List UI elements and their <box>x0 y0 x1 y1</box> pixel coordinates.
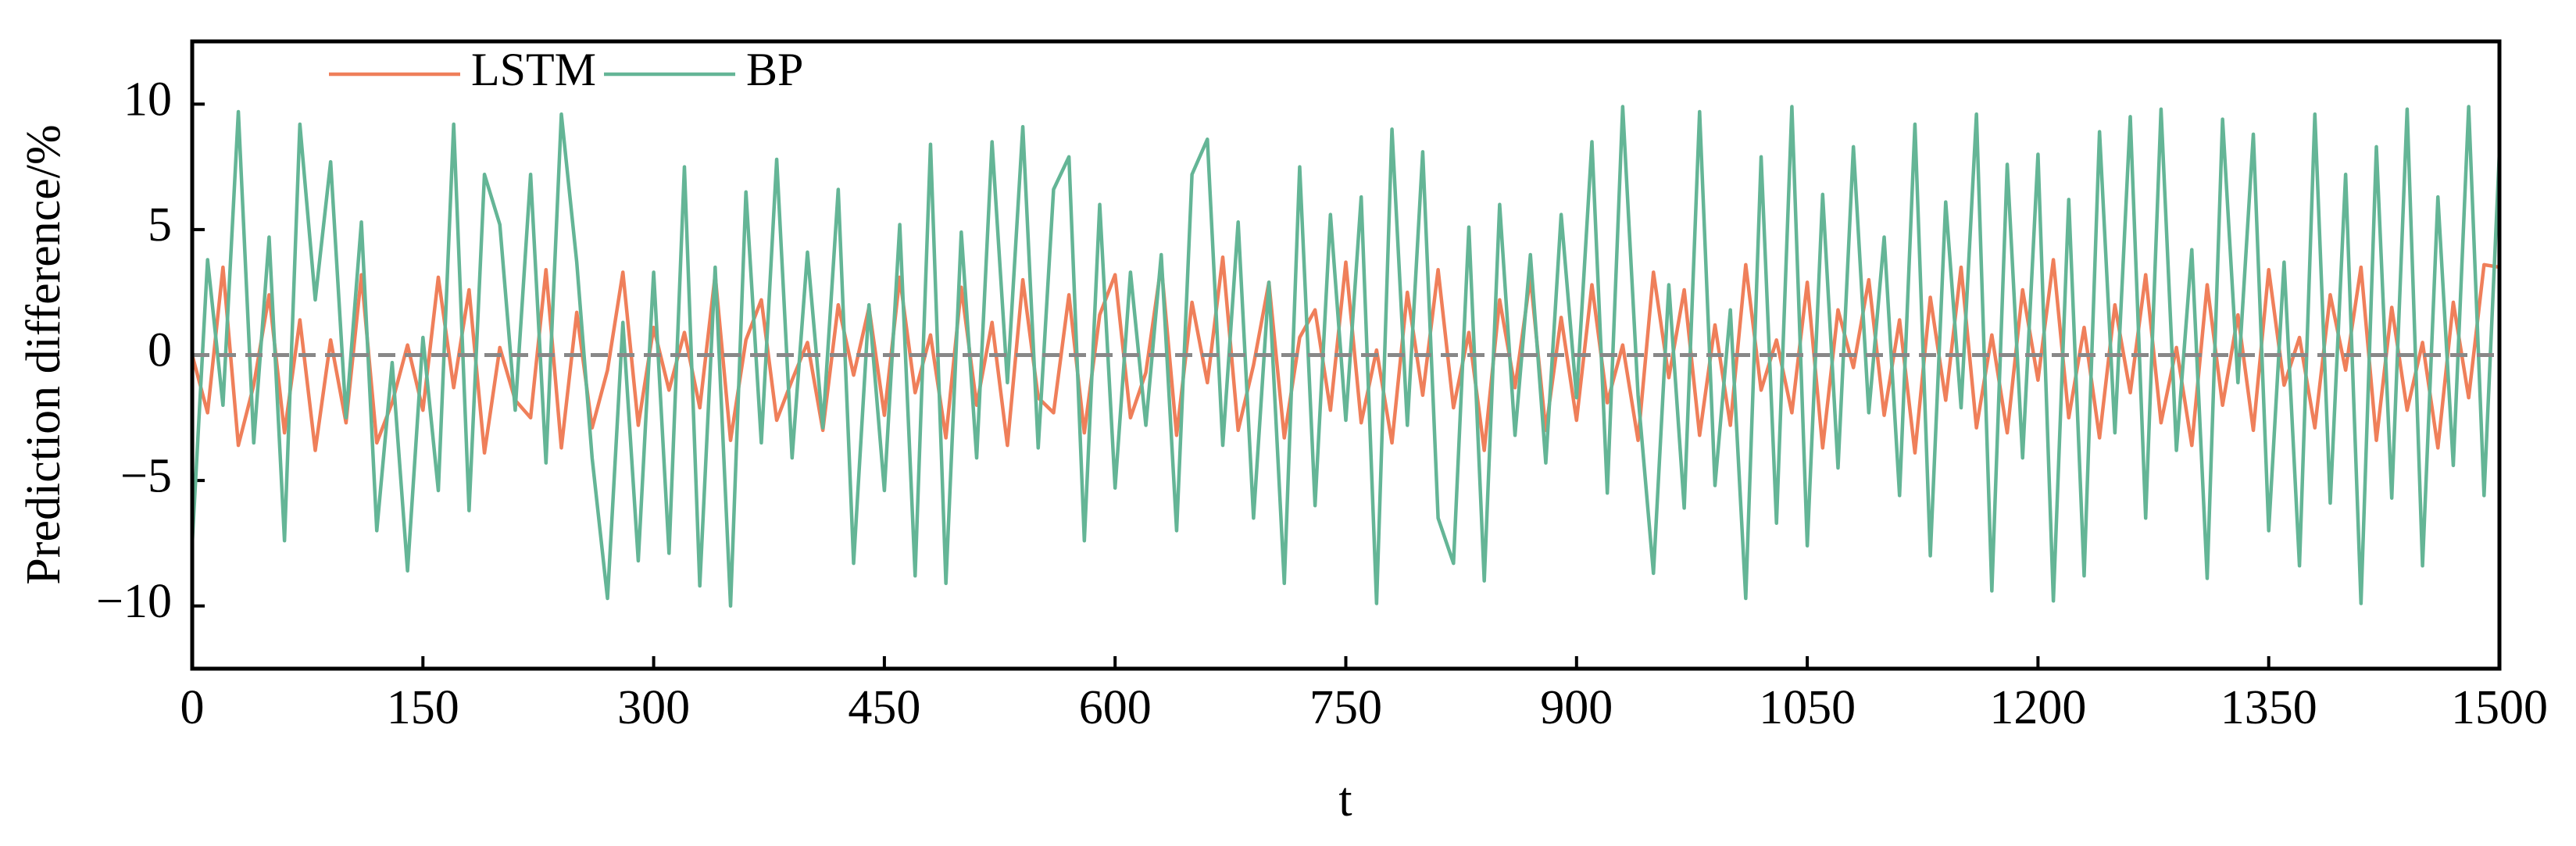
x-tick-label: 1050 <box>1759 681 1856 734</box>
y-tick-label: 0 <box>148 324 172 377</box>
x-tick-label: 1500 <box>2451 681 2548 734</box>
x-tick-label: 900 <box>1540 681 1613 734</box>
x-axis-label: t <box>1338 773 1352 826</box>
y-tick-label: −10 <box>96 575 172 628</box>
y-tick-label: 5 <box>148 198 172 252</box>
x-tick-label: 0 <box>180 681 205 734</box>
legend-label: LSTM <box>471 44 596 95</box>
data-line <box>190 105 2502 608</box>
x-tick-label: 1350 <box>2221 681 2317 734</box>
legend-label: BP <box>746 44 803 95</box>
data-line <box>190 255 2500 455</box>
y-tick-label: 10 <box>123 73 172 127</box>
x-tick-label: 150 <box>387 681 459 734</box>
y-axis-label: Prediction difference/% <box>17 124 70 584</box>
x-tick-label: 300 <box>617 681 690 734</box>
x-tick-label: 1200 <box>1989 681 2086 734</box>
x-tick-label: 750 <box>1309 681 1382 734</box>
x-tick-label: 600 <box>1079 681 1152 734</box>
x-tick-label: 450 <box>848 681 920 734</box>
plot-frame <box>190 39 2502 671</box>
y-tick-label: −5 <box>120 449 172 502</box>
